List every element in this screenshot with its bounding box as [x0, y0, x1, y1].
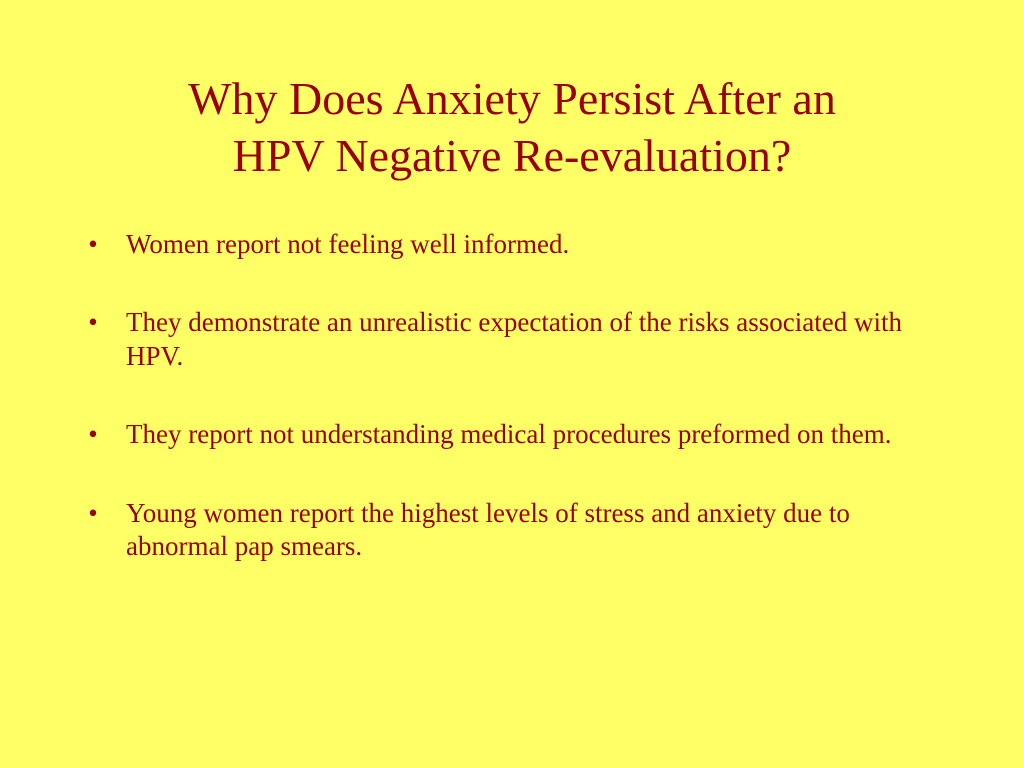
bullet-dot-icon: •	[88, 497, 98, 528]
bullet-dot-icon: •	[88, 307, 98, 338]
title-line-2: HPV Negative Re-evaluation?	[232, 130, 792, 182]
bullet-dot-icon: •	[88, 419, 98, 450]
bullet-text: Young women report the highest levels of…	[126, 497, 850, 562]
bullet-list: • Women report not feeling well informed…	[83, 228, 943, 609]
slide-title: Why Does Anxiety Persist After an HPV Ne…	[60, 70, 964, 184]
bullet-text: They demonstrate an unrealistic expectat…	[126, 307, 902, 371]
title-line-1: Why Does Anxiety Persist After an	[188, 73, 836, 124]
bullet-item-2: • They demonstrate an unrealistic expect…	[83, 306, 943, 373]
bullet-text: They report not understanding medical pr…	[126, 419, 892, 450]
bullet-text: Women report not feeling well informed.	[126, 229, 570, 259]
bullet-dot-icon: •	[88, 229, 98, 259]
bullet-item-3: • They report not understanding medical …	[83, 418, 943, 451]
bullet-item-4: • Young women report the highest levels …	[83, 497, 943, 564]
bullet-item-1: • Women report not feeling well informed…	[83, 228, 943, 261]
